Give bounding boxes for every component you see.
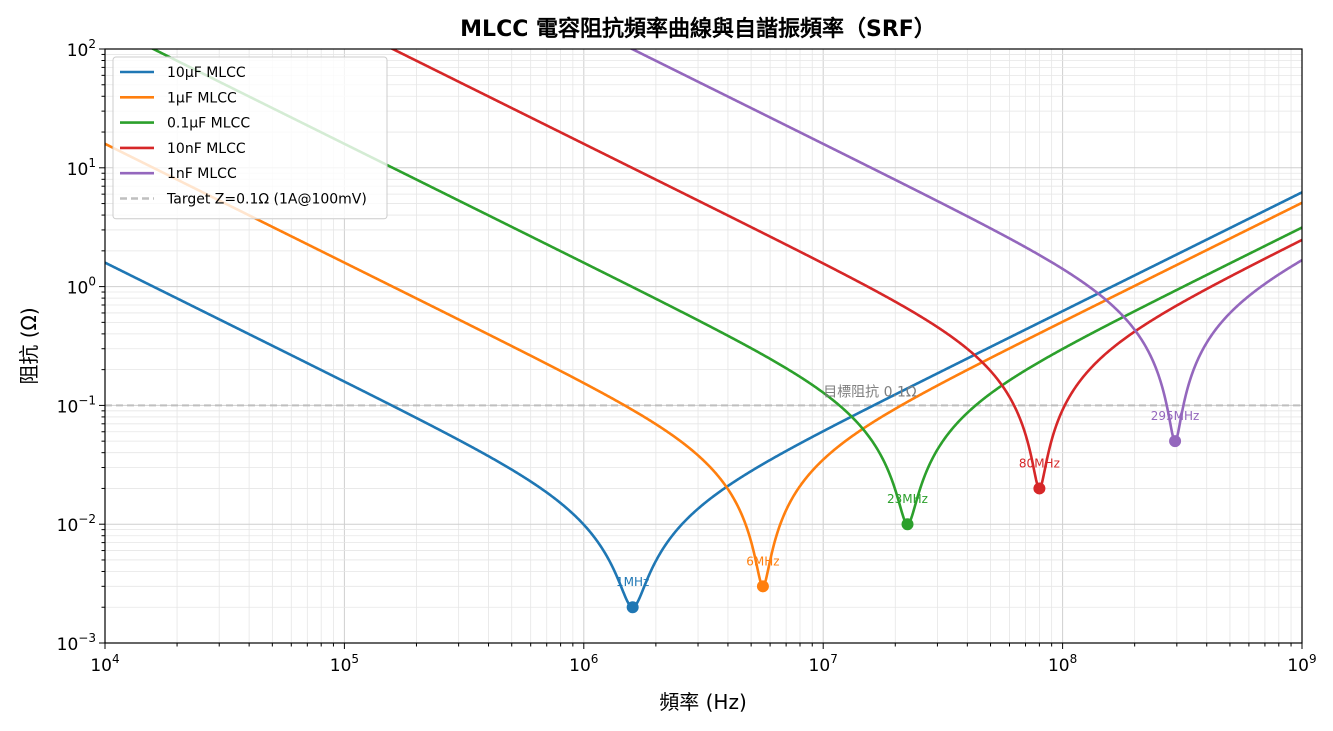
srf-label-3: 80MHz — [1019, 456, 1060, 470]
legend-box — [112, 56, 388, 220]
x-tick-label: 104 — [90, 652, 119, 676]
ticks: 104 105 106 107 108 109 10−3 10−2 10−1 100 101 102 — [57, 37, 1317, 676]
legend-label-0: 10μF MLCC — [167, 65, 246, 81]
srf-marker-1 — [756, 580, 769, 593]
x-axis-label: 頻率 (Hz) — [659, 690, 747, 714]
chart-title: MLCC 電容阻抗頻率曲線與自諧振頻率（SRF） — [460, 16, 936, 42]
legend-label-3: 10nF MLCC — [167, 141, 246, 157]
y-tick-label: 102 — [67, 37, 96, 61]
srf-marker-3 — [1033, 482, 1046, 495]
x-tick-label: 109 — [1287, 652, 1316, 676]
legend-label-1: 1μF MLCC — [167, 90, 237, 106]
y-tick-label: 10−2 — [57, 512, 96, 536]
srf-label-1: 6MHz — [746, 554, 779, 568]
series-line-1 — [105, 142, 1302, 588]
srf-marker-2 — [901, 518, 914, 531]
x-tick-label: 106 — [569, 652, 598, 676]
y-tick-label: 10−1 — [57, 393, 96, 417]
target-impedance-annotation: 目標阻抗 0.1Ω — [823, 384, 917, 400]
series-line-0 — [105, 191, 1302, 609]
legend-label-4: 1nF MLCC — [167, 166, 237, 182]
series-line-4 — [629, 49, 1302, 443]
srf-label-0: 1MHz — [616, 575, 649, 589]
y-tick-label: 10−3 — [57, 631, 96, 655]
plot-frame — [104, 48, 1303, 644]
legend-label-2: 0.1μF MLCC — [167, 116, 250, 132]
x-tick-label: 108 — [1048, 652, 1077, 676]
y-axis-label: 阻抗 (Ω) — [17, 307, 41, 384]
x-tick-label: 105 — [330, 652, 359, 676]
srf-label-4: 295MHz — [1151, 409, 1200, 423]
legend-label-5: Target Z=0.1Ω (1A@100mV) — [166, 192, 367, 208]
srf-label-2: 23MHz — [887, 492, 928, 506]
srf-marker-4 — [1169, 435, 1182, 448]
srf-marker-0 — [626, 601, 639, 614]
legend: 10μF MLCC 1μF MLCC 0.1μF MLCC 10nF MLCC 1nF … — [112, 56, 388, 220]
series-line-3 — [389, 49, 1302, 490]
x-tick-label: 107 — [809, 652, 838, 676]
y-tick-label: 101 — [67, 156, 96, 180]
y-tick-label: 100 — [67, 275, 96, 299]
srf-marker-group: 目標阻抗 0.1Ω 1MHz 6MHz 23MHz 80MHz 295MHz — [616, 384, 1200, 614]
